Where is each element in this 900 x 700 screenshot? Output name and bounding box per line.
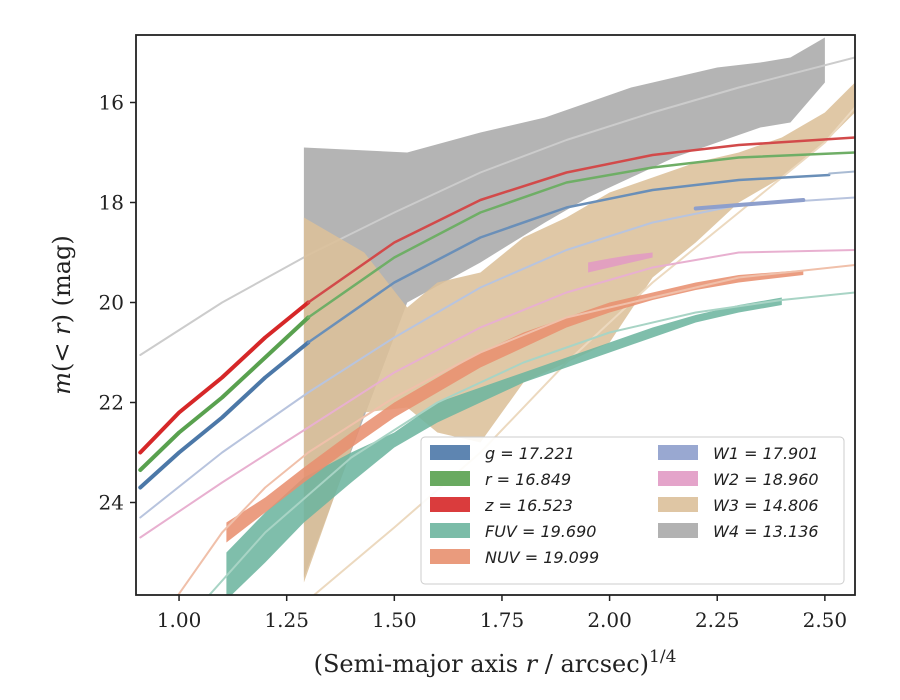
y-tick-label: 20	[99, 291, 124, 315]
line-w2-8	[139, 249, 855, 539]
x-axis-label: (Semi-major axis r / arcsec)1/4	[314, 647, 677, 678]
legend-box	[420, 436, 845, 585]
line-g-13	[306, 173, 831, 344]
legend-label-w3: W3 = 14.806	[713, 496, 819, 515]
y-axis-label: m(< r) (mag)	[48, 235, 76, 395]
x-tick-label: 1.75	[480, 608, 525, 632]
axis-layer: 1.00 1.25 1.50 1.75 2.00 2.25 2.50 16 18 20 22 24	[99, 91, 848, 633]
legend-label-w1: W1 = 17.901	[713, 444, 819, 463]
x-tick-label: 2.50	[803, 608, 848, 632]
legend-swatch-fuv	[430, 523, 470, 538]
legend: g = 17.221 r = 16.849 z = 16.523 FUV = 19.6…	[420, 436, 845, 585]
line-w1-10	[139, 196, 855, 519]
legend-swatch-w1	[658, 445, 698, 460]
x-tick-label: 1.00	[157, 608, 202, 632]
line-g-12	[138, 340, 311, 490]
legend-label-fuv: FUV = 19.690	[485, 522, 596, 541]
legend-swatch-w3	[658, 497, 698, 512]
legend-label-z: z = 16.523	[484, 496, 573, 515]
x-tick-label: 2.25	[695, 608, 740, 632]
y-tick-label: 18	[99, 191, 124, 215]
legend-label-nuv: NUV = 19.099	[485, 548, 599, 567]
legend-label-w4: W4 = 13.136	[713, 522, 819, 541]
legend-label-r: r = 16.849	[485, 470, 571, 489]
legend-swatch-z	[430, 497, 470, 512]
band-w4-0	[303, 37, 825, 578]
band-w2-9	[588, 252, 653, 273]
x-tick-label: 1.25	[264, 608, 309, 632]
legend-swatch-w4	[658, 523, 698, 538]
y-tick-label: 22	[99, 391, 124, 415]
legend-label-w2: W2 = 18.960	[713, 470, 819, 489]
legend-label-g: g = 17.221	[485, 444, 575, 463]
line-z-17	[138, 300, 311, 455]
legend-swatch-g	[430, 445, 470, 460]
line-r-16	[306, 151, 855, 319]
x-tick-label: 2.00	[587, 608, 632, 632]
legend-swatch-nuv	[430, 549, 470, 564]
line-w1-11	[693, 198, 806, 211]
line-fuv-5	[208, 291, 855, 595]
line-g-14	[828, 170, 855, 175]
line-z-18	[306, 136, 855, 304]
legend-swatch-w2	[658, 471, 698, 486]
series-layer	[138, 37, 855, 595]
x-tick-label: 1.50	[372, 608, 417, 632]
line-w4-1	[139, 56, 855, 356]
y-tick-label: 16	[99, 91, 124, 115]
line-nuv-7	[176, 264, 855, 595]
legend-swatch-r	[430, 471, 470, 486]
line-r-15	[138, 315, 311, 472]
plot-frame	[135, 34, 856, 596]
y-tick-label: 24	[99, 491, 124, 515]
